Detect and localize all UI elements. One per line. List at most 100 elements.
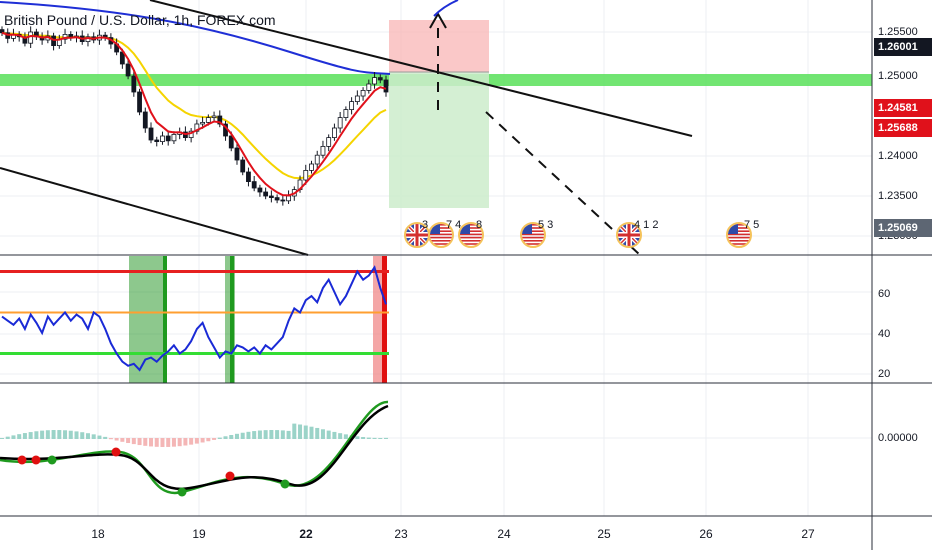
macd-histogram-bar	[309, 426, 314, 439]
macd-signal-line	[0, 400, 389, 495]
macd-histogram-bar	[338, 433, 343, 439]
candle-body	[286, 195, 291, 202]
symbol-title: British Pound / U.S. Dollar, 1h, FOREX.c…	[4, 12, 276, 28]
macd-histogram-bar	[275, 430, 280, 439]
candle-body	[274, 197, 280, 201]
macd-histogram-bar	[34, 431, 39, 439]
macd-cross-marker	[280, 479, 290, 489]
candle-body	[165, 135, 171, 142]
macd-histogram-bar	[303, 425, 308, 439]
macd-histogram-bar	[63, 430, 68, 439]
event-count: 8	[476, 219, 483, 231]
candle-body	[205, 117, 211, 123]
macd-histogram-bar	[114, 438, 119, 441]
event-count: 7 5	[744, 219, 760, 231]
time-axis-label: 26	[699, 527, 713, 541]
us-flag-icon[interactable]	[428, 222, 454, 248]
macd-histogram-bar	[131, 438, 136, 445]
candle-body	[280, 199, 286, 202]
macd-histogram-bar	[189, 438, 194, 445]
macd-histogram-bar	[257, 430, 262, 439]
macd-histogram-bar	[120, 438, 125, 442]
candle-body	[303, 169, 309, 181]
macd-histogram-bar	[361, 437, 366, 439]
projection-blue	[433, 0, 459, 17]
time-axis-label: 27	[801, 527, 815, 541]
rsi-axis-tick: 60	[878, 288, 891, 300]
macd-histogram-bar	[212, 438, 217, 440]
rsi-line	[1, 265, 387, 372]
macd-line	[0, 404, 389, 491]
price-axis-tick: 1.25000	[878, 70, 918, 82]
macd-histogram-bar	[286, 430, 291, 439]
time-axis-label: 23	[394, 527, 408, 541]
rsi-signal-bar	[230, 256, 234, 383]
macd-histogram-bar	[137, 438, 142, 446]
rsi-panel	[0, 256, 389, 383]
macd-histogram-bar	[108, 438, 113, 440]
candle-body	[125, 63, 131, 77]
price-axis-tick: 1.24000	[878, 150, 918, 162]
macd-histogram-bar	[246, 431, 251, 439]
macd-histogram-bar	[171, 438, 176, 447]
candle-body	[332, 127, 337, 139]
trendline-upper	[149, 0, 693, 137]
us-flag-icon[interactable]	[458, 222, 484, 248]
macd-histogram-bar	[229, 435, 234, 439]
candle-body	[62, 34, 68, 40]
macd-cross-marker	[177, 487, 187, 497]
candle-body	[240, 159, 246, 173]
candle-body	[200, 122, 205, 125]
trendlines[interactable]	[0, 0, 693, 256]
macd-cross-marker	[111, 447, 121, 457]
macd-histogram-bar	[74, 431, 79, 439]
macd-histogram-bar	[252, 431, 257, 439]
event-count: 5 3	[538, 219, 554, 231]
time-axis-label: 22	[299, 527, 313, 541]
macd-histogram-bar	[45, 430, 50, 439]
price-badge: 1.25688	[874, 119, 932, 137]
macd-histogram-bar	[217, 437, 222, 439]
macd-histogram-bar	[378, 437, 383, 439]
macd-histogram-bar	[298, 424, 303, 439]
macd-histogram-bar	[343, 434, 348, 439]
moving-average-blue	[0, 1, 391, 75]
macd-histogram-bar	[28, 432, 33, 439]
macd-histogram-bar	[57, 430, 62, 439]
ma-red-line	[1, 31, 387, 197]
macd-histogram-bar	[11, 435, 16, 439]
macd-histogram-bar	[372, 437, 377, 439]
candle-body	[142, 111, 148, 129]
macd-histogram-bar	[103, 436, 108, 439]
candle-body	[257, 187, 263, 193]
macd-histogram-bar	[68, 430, 73, 439]
price-axis-tick: 1.23500	[878, 190, 918, 202]
macd-histogram-bar	[292, 423, 297, 439]
candle-body	[0, 29, 5, 34]
macd-histogram-bar	[126, 438, 131, 444]
candle-body	[377, 77, 383, 81]
candle-body	[160, 135, 165, 142]
rsi-axis-tick: 20	[878, 368, 891, 380]
time-axis-label: 19	[192, 527, 206, 541]
macd-histogram-bar	[200, 438, 205, 443]
uk-flag-icon[interactable]	[616, 222, 642, 248]
rsi-oversold-zone	[129, 256, 165, 383]
macd-cross-marker	[47, 455, 57, 465]
macd-histogram-bar	[280, 430, 285, 439]
us-flag-icon[interactable]	[520, 222, 546, 248]
candle-body	[171, 133, 177, 142]
macd-histogram-bar	[177, 438, 182, 447]
candle-body	[320, 145, 326, 156]
macd-histogram-bar	[223, 436, 228, 439]
candle-body	[268, 195, 274, 199]
candle-body	[22, 36, 28, 44]
us-flag-icon[interactable]	[726, 222, 752, 248]
rsi-signal-bar	[382, 256, 387, 383]
rsi-signal-bar	[163, 256, 167, 383]
candle-body	[137, 91, 142, 113]
macd-histogram-bar	[97, 435, 102, 439]
trendline-lower	[0, 167, 309, 256]
